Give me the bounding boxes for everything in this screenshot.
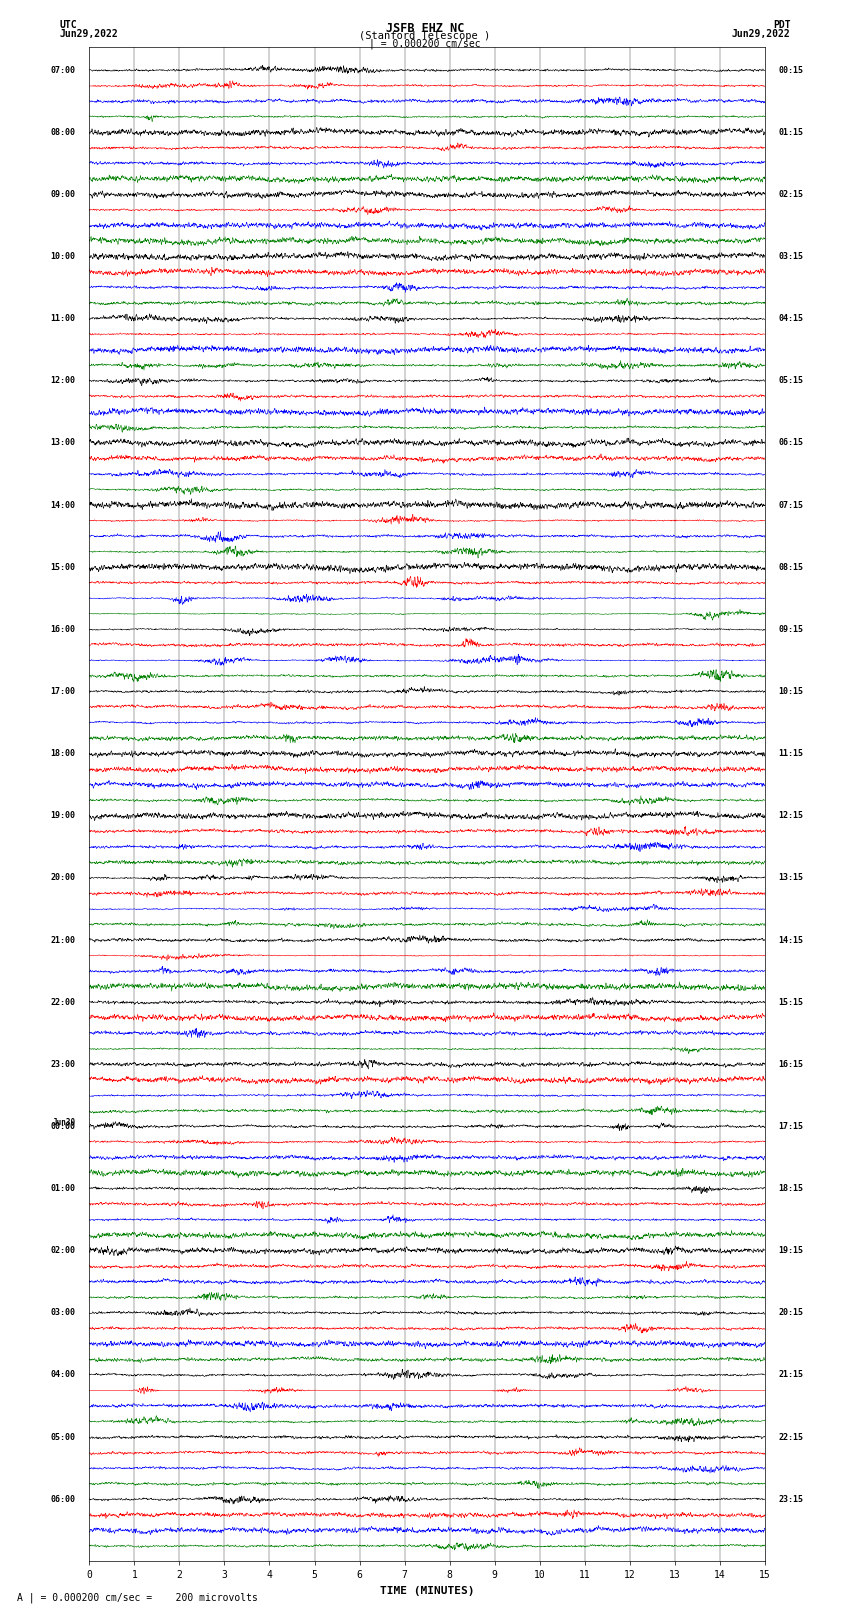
Text: 01:15: 01:15 bbox=[779, 127, 803, 137]
Text: 11:15: 11:15 bbox=[779, 748, 803, 758]
Text: 22:00: 22:00 bbox=[51, 998, 76, 1007]
Text: 04:00: 04:00 bbox=[51, 1371, 76, 1379]
Text: 02:15: 02:15 bbox=[779, 190, 803, 198]
Text: 15:15: 15:15 bbox=[779, 998, 803, 1007]
Text: 05:15: 05:15 bbox=[779, 376, 803, 386]
Text: 01:00: 01:00 bbox=[51, 1184, 76, 1194]
Text: 20:00: 20:00 bbox=[51, 873, 76, 882]
Text: 23:00: 23:00 bbox=[51, 1060, 76, 1069]
Text: 06:00: 06:00 bbox=[51, 1495, 76, 1503]
Text: 13:00: 13:00 bbox=[51, 439, 76, 447]
Text: 02:00: 02:00 bbox=[51, 1247, 76, 1255]
Text: A | = 0.000200 cm/sec =    200 microvolts: A | = 0.000200 cm/sec = 200 microvolts bbox=[17, 1592, 258, 1603]
Text: 10:00: 10:00 bbox=[51, 252, 76, 261]
Text: 05:00: 05:00 bbox=[51, 1432, 76, 1442]
Text: 21:00: 21:00 bbox=[51, 936, 76, 945]
Text: Jun29,2022: Jun29,2022 bbox=[732, 29, 791, 39]
Text: 11:00: 11:00 bbox=[51, 315, 76, 323]
Text: 03:15: 03:15 bbox=[779, 252, 803, 261]
Text: 08:00: 08:00 bbox=[51, 127, 76, 137]
Text: 00:00: 00:00 bbox=[51, 1123, 76, 1131]
Text: Jun29,2022: Jun29,2022 bbox=[60, 29, 118, 39]
Text: 08:15: 08:15 bbox=[779, 563, 803, 571]
Text: 20:15: 20:15 bbox=[779, 1308, 803, 1318]
Text: 12:00: 12:00 bbox=[51, 376, 76, 386]
Text: 06:15: 06:15 bbox=[779, 439, 803, 447]
Text: | = 0.000200 cm/sec: | = 0.000200 cm/sec bbox=[369, 39, 481, 50]
Text: 04:15: 04:15 bbox=[779, 315, 803, 323]
Text: PDT: PDT bbox=[773, 19, 790, 31]
Text: 15:00: 15:00 bbox=[51, 563, 76, 571]
Text: 18:00: 18:00 bbox=[51, 748, 76, 758]
Text: 18:15: 18:15 bbox=[779, 1184, 803, 1194]
Text: 14:15: 14:15 bbox=[779, 936, 803, 945]
Text: 23:15: 23:15 bbox=[779, 1495, 803, 1503]
X-axis label: TIME (MINUTES): TIME (MINUTES) bbox=[380, 1586, 474, 1595]
Text: 14:00: 14:00 bbox=[51, 500, 76, 510]
Text: 00:15: 00:15 bbox=[779, 66, 803, 74]
Text: 12:15: 12:15 bbox=[779, 811, 803, 821]
Text: 17:15: 17:15 bbox=[779, 1123, 803, 1131]
Text: 17:00: 17:00 bbox=[51, 687, 76, 695]
Text: 03:00: 03:00 bbox=[51, 1308, 76, 1318]
Text: JSFB EHZ NC: JSFB EHZ NC bbox=[386, 23, 464, 35]
Text: 16:15: 16:15 bbox=[779, 1060, 803, 1069]
Text: 22:15: 22:15 bbox=[779, 1432, 803, 1442]
Text: 09:15: 09:15 bbox=[779, 624, 803, 634]
Text: 13:15: 13:15 bbox=[779, 873, 803, 882]
Text: 07:00: 07:00 bbox=[51, 66, 76, 74]
Text: UTC: UTC bbox=[60, 19, 77, 31]
Text: 16:00: 16:00 bbox=[51, 624, 76, 634]
Text: 19:15: 19:15 bbox=[779, 1247, 803, 1255]
Text: 21:15: 21:15 bbox=[779, 1371, 803, 1379]
Text: 09:00: 09:00 bbox=[51, 190, 76, 198]
Text: Jun30: Jun30 bbox=[53, 1118, 76, 1127]
Text: 07:15: 07:15 bbox=[779, 500, 803, 510]
Text: (Stanford Telescope ): (Stanford Telescope ) bbox=[360, 31, 490, 40]
Text: 19:00: 19:00 bbox=[51, 811, 76, 821]
Text: 10:15: 10:15 bbox=[779, 687, 803, 695]
